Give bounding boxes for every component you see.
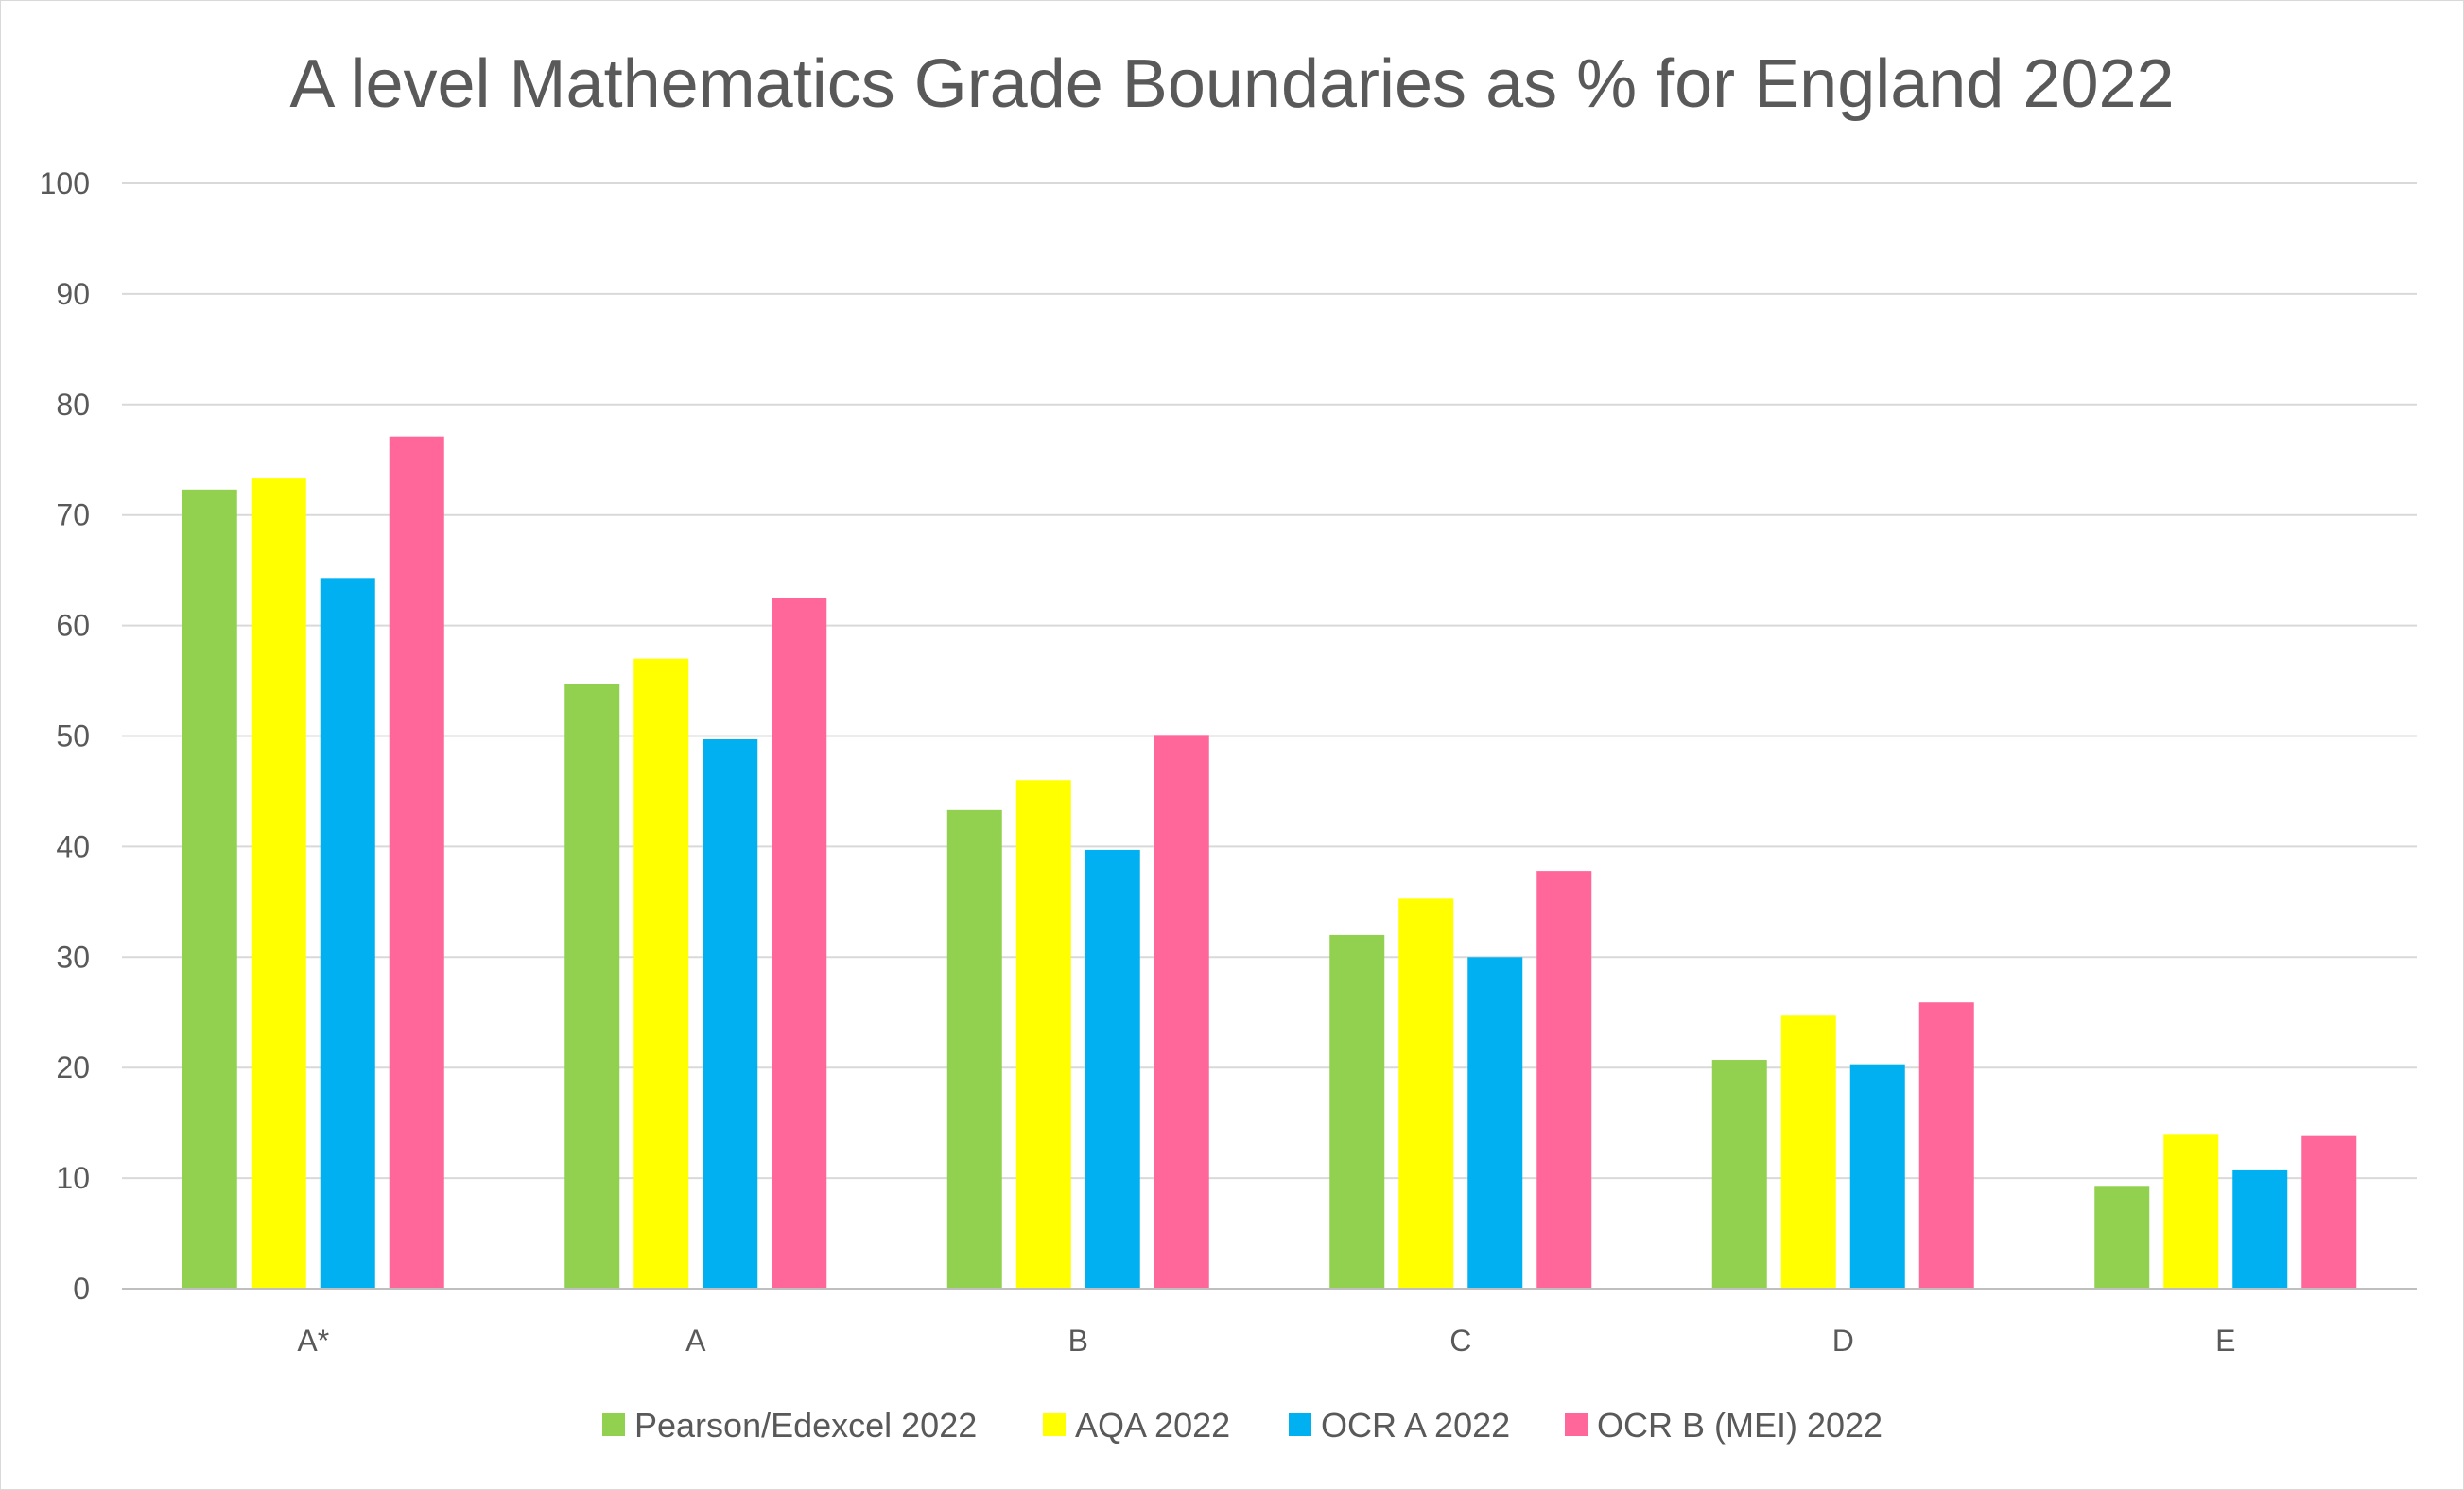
y-tick-label: 90 <box>56 277 90 311</box>
y-tick-label: 100 <box>40 166 90 200</box>
bar <box>1711 1060 1767 1289</box>
bar <box>2094 1186 2150 1289</box>
bar <box>1015 780 1071 1289</box>
bar <box>633 658 689 1289</box>
legend-swatch <box>602 1413 625 1436</box>
legend-swatch <box>1289 1413 1311 1436</box>
x-tick-label: A* <box>297 1324 329 1358</box>
bar <box>772 598 827 1289</box>
y-tick-label: 40 <box>56 829 90 863</box>
legend-item: Pearson/Edexcel 2022 <box>602 1406 977 1445</box>
legend-item: OCR B (MEI) 2022 <box>1565 1406 1883 1445</box>
bar <box>1918 1002 1974 1289</box>
y-tick-label: 50 <box>56 719 90 754</box>
y-tick-label: 30 <box>56 940 90 974</box>
bar <box>703 739 758 1289</box>
legend-swatch <box>1565 1413 1588 1436</box>
y-tick-label: 80 <box>56 388 90 422</box>
legend-item: AQA 2022 <box>1043 1406 1230 1445</box>
gridlines <box>122 182 2417 1180</box>
bar <box>1085 849 1140 1289</box>
x-tick-label: E <box>2215 1324 2235 1358</box>
bar <box>2301 1135 2357 1289</box>
bar <box>1536 871 1592 1289</box>
legend-label: OCR B (MEI) 2022 <box>1597 1406 1883 1445</box>
legend-label: Pearson/Edexcel 2022 <box>634 1406 977 1445</box>
bar <box>1467 957 1523 1289</box>
bar <box>2163 1134 2219 1289</box>
bar <box>946 809 1002 1289</box>
legend-label: OCR A 2022 <box>1321 1406 1510 1445</box>
bar <box>1154 735 1209 1289</box>
y-axis-tick-labels: 0 10 20 30 40 50 60 70 80 90 100 <box>40 166 90 1306</box>
bars <box>182 436 2357 1289</box>
x-axis-tick-labels: A* A B C D E <box>297 1324 2235 1358</box>
legend: Pearson/Edexcel 2022 AQA 2022 OCR A 2022 OC… <box>602 1406 1883 1445</box>
x-tick-label: C <box>1449 1324 1471 1358</box>
bar <box>1398 898 1454 1289</box>
legend-label: AQA 2022 <box>1075 1406 1230 1445</box>
bar <box>1329 934 1385 1289</box>
bar <box>564 684 620 1289</box>
bar <box>389 436 444 1289</box>
legend-swatch <box>1043 1413 1066 1436</box>
x-tick-label: B <box>1068 1324 1088 1358</box>
chart-title: A level Mathematics Grade Boundaries as … <box>289 46 2174 122</box>
y-tick-label: 0 <box>73 1272 90 1306</box>
legend-item: OCR A 2022 <box>1289 1406 1510 1445</box>
bar <box>320 578 375 1289</box>
bar <box>2232 1169 2288 1289</box>
bar <box>1849 1064 1905 1289</box>
bar <box>1780 1015 1836 1289</box>
y-tick-label: 60 <box>56 609 90 643</box>
x-tick-label: A <box>685 1324 706 1358</box>
x-tick-label: D <box>1832 1324 1854 1358</box>
y-tick-label: 20 <box>56 1050 90 1084</box>
y-tick-label: 70 <box>56 498 90 532</box>
bar <box>182 489 237 1289</box>
bar <box>251 478 306 1289</box>
y-tick-label: 10 <box>56 1161 90 1195</box>
